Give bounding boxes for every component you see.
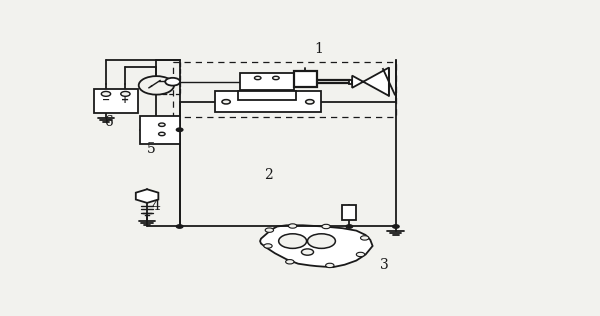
Text: 4: 4 bbox=[152, 199, 161, 213]
Circle shape bbox=[392, 225, 399, 228]
Circle shape bbox=[305, 100, 314, 104]
Circle shape bbox=[326, 263, 334, 268]
Bar bbox=[173, 62, 396, 117]
Circle shape bbox=[165, 78, 180, 86]
Circle shape bbox=[308, 234, 335, 248]
Circle shape bbox=[158, 132, 165, 136]
Circle shape bbox=[301, 249, 314, 255]
Circle shape bbox=[278, 234, 307, 248]
Polygon shape bbox=[260, 225, 373, 267]
Bar bbox=[240, 73, 293, 90]
Circle shape bbox=[176, 128, 183, 131]
Circle shape bbox=[264, 244, 272, 248]
Circle shape bbox=[356, 252, 365, 257]
Circle shape bbox=[139, 76, 174, 94]
Bar bbox=[343, 204, 356, 221]
Bar bbox=[215, 91, 322, 112]
Circle shape bbox=[272, 76, 279, 80]
Text: +: + bbox=[121, 95, 130, 105]
Circle shape bbox=[289, 224, 297, 228]
Text: 6: 6 bbox=[104, 115, 113, 129]
Text: −: − bbox=[102, 95, 110, 105]
Circle shape bbox=[265, 228, 274, 232]
Text: 5: 5 bbox=[148, 142, 156, 156]
Polygon shape bbox=[352, 68, 389, 96]
Circle shape bbox=[158, 123, 165, 126]
Circle shape bbox=[361, 236, 369, 240]
Circle shape bbox=[322, 224, 330, 229]
Text: 2: 2 bbox=[263, 168, 272, 182]
Text: 3: 3 bbox=[380, 258, 389, 272]
Text: 1: 1 bbox=[314, 42, 323, 56]
Circle shape bbox=[254, 76, 261, 80]
Circle shape bbox=[121, 91, 130, 96]
Circle shape bbox=[101, 91, 110, 96]
Bar bbox=[293, 71, 317, 87]
Bar bbox=[140, 116, 179, 144]
Polygon shape bbox=[136, 189, 158, 203]
Bar bbox=[238, 91, 296, 100]
Circle shape bbox=[346, 225, 353, 228]
Bar bbox=[349, 80, 352, 84]
Bar bbox=[94, 89, 138, 113]
Circle shape bbox=[176, 225, 183, 228]
Circle shape bbox=[222, 100, 230, 104]
Circle shape bbox=[286, 259, 294, 264]
